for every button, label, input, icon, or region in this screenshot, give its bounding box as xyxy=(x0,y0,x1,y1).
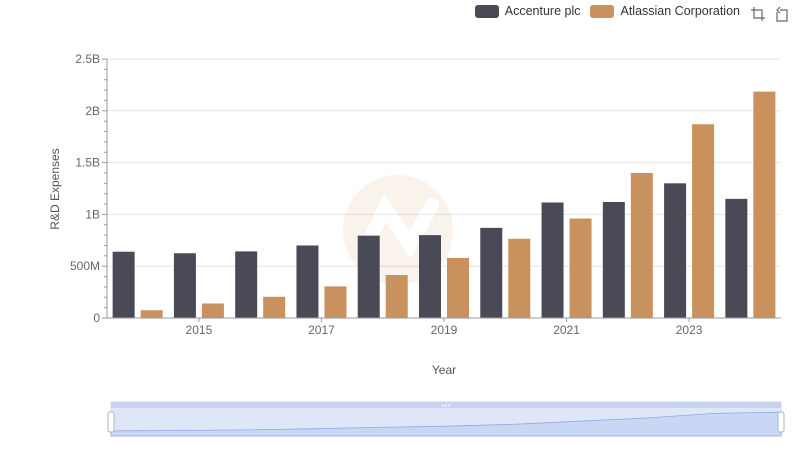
y-tick-label: 2.5B xyxy=(75,52,100,66)
y-tick-label: 2B xyxy=(85,104,100,118)
bar-1-2020 xyxy=(508,238,531,318)
legend-label: Accenture plc xyxy=(504,4,581,18)
bars xyxy=(112,91,776,318)
bar-1-2023 xyxy=(692,124,715,318)
bar-1-2022 xyxy=(630,172,653,318)
bar-1-2024 xyxy=(753,91,776,318)
axes: 0 500M 1B 1.5B 2B 2.5B 2015 2017 2019 2021 2023 xyxy=(70,52,781,337)
bar-0-2021 xyxy=(541,202,564,318)
bar-0-2020 xyxy=(480,227,503,318)
legend-item-0[interactable]: Accenture plc xyxy=(474,4,581,18)
x-tick-label: 2017 xyxy=(308,323,335,337)
bar-1-2021 xyxy=(569,218,592,318)
x-tick-label: 2021 xyxy=(553,323,580,337)
bar-0-2022 xyxy=(602,201,625,318)
bar-0-2018 xyxy=(357,235,380,318)
legend-item-1[interactable]: Atlassian Corporation xyxy=(590,4,740,18)
legend-swatch xyxy=(474,4,499,18)
y-axis-title: R&D Expenses xyxy=(48,148,62,229)
y-tick-label: 500M xyxy=(70,259,100,273)
bar-0-2019 xyxy=(419,235,441,318)
toolbox xyxy=(750,6,790,22)
x-tick-label: 2019 xyxy=(431,323,458,337)
bar-1-2019 xyxy=(447,257,469,318)
zoom-preview-area xyxy=(110,411,782,437)
bar-1-2014 xyxy=(140,310,163,318)
zoom-handle-right[interactable] xyxy=(777,411,785,433)
legend: Accenture plc Atlassian Corporation xyxy=(474,4,740,18)
y-tick-label: 1.5B xyxy=(75,156,100,170)
x-tick-label: 2015 xyxy=(186,323,213,337)
zoom-select-icon[interactable] xyxy=(750,6,766,22)
x-tick-label: 2023 xyxy=(676,323,703,337)
bar-1-2015 xyxy=(201,303,224,318)
legend-swatch xyxy=(590,4,615,18)
bar-1-2017 xyxy=(324,286,347,318)
x-axis-title: Year xyxy=(432,363,456,377)
zoom-grip-icon[interactable] xyxy=(442,404,450,407)
bar-1-2018 xyxy=(385,275,408,318)
legend-label: Atlassian Corporation xyxy=(620,4,740,18)
bar-0-2016 xyxy=(235,251,258,318)
y-tick-label: 0 xyxy=(93,311,100,325)
restore-icon[interactable] xyxy=(774,6,790,22)
y-tick-label: 1B xyxy=(85,207,100,221)
bar-0-2015 xyxy=(173,253,196,318)
bar-1-2016 xyxy=(263,296,286,318)
bar-0-2024 xyxy=(725,198,748,318)
bar-0-2014 xyxy=(112,251,135,318)
bar-0-2023 xyxy=(664,183,687,318)
bar-0-2017 xyxy=(296,245,319,318)
zoom-handle-left[interactable] xyxy=(107,411,115,433)
